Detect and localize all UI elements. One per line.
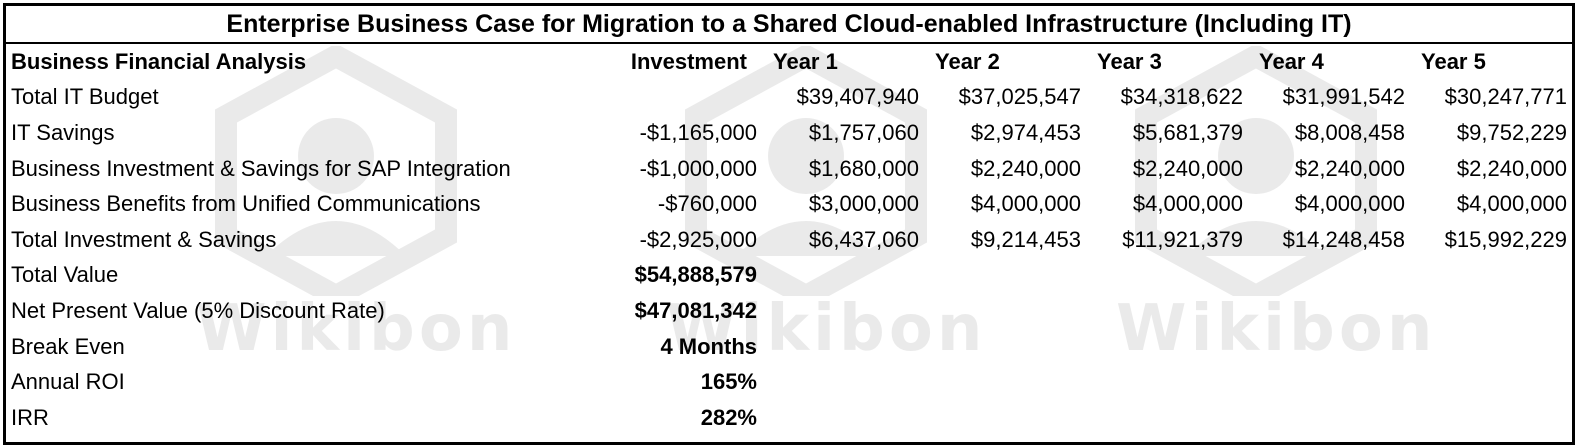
summary-label: Annual ROI — [11, 369, 125, 395]
row-label: Business Benefits from Unified Communica… — [11, 191, 481, 217]
year-cell: $5,681,379 — [1132, 119, 1243, 145]
year-cell: $4,000,000 — [970, 191, 1081, 217]
summary-label: IRR — [11, 404, 49, 430]
header-year-5: Year 5 — [1421, 48, 1486, 74]
year-cell: $2,240,000 — [1294, 155, 1405, 181]
header-year-1: Year 1 — [773, 48, 838, 74]
year-cell: $37,025,547 — [958, 84, 1081, 110]
summary-label: Net Present Value (5% Discount Rate) — [11, 297, 385, 323]
year-cell: $2,240,000 — [1456, 155, 1567, 181]
summary-row: Annual ROI 165% — [9, 364, 1569, 400]
year-cell: $39,407,940 — [796, 84, 919, 110]
year-cell: $15,992,229 — [1444, 226, 1567, 252]
year-cell: $9,752,229 — [1456, 119, 1567, 145]
year-cell: $3,000,000 — [808, 191, 919, 217]
year-cell: $2,240,000 — [970, 155, 1081, 181]
row-label: IT Savings — [11, 119, 115, 145]
summary-row: Net Present Value (5% Discount Rate) $47… — [9, 293, 1569, 329]
table-row: IT Savings -$1,165,000 $1,757,060 $2,974… — [9, 115, 1569, 151]
table-title: Enterprise Business Case for Migration t… — [6, 6, 1572, 44]
row-label: Total Investment & Savings — [11, 226, 277, 252]
year-cell: $9,214,453 — [970, 226, 1081, 252]
year-cell: $6,437,060 — [808, 226, 919, 252]
summary-value: $47,081,342 — [634, 297, 757, 323]
year-cell: $2,240,000 — [1132, 155, 1243, 181]
investment-cell — [607, 80, 759, 116]
row-label: Business Investment & Savings for SAP In… — [11, 155, 511, 181]
header-business-financial-analysis: Business Financial Analysis — [11, 48, 307, 74]
business-case-table-frame: Wikibon Wikibon Wikibon Enterprise Busin… — [3, 3, 1575, 445]
year-cell: $2,974,453 — [970, 119, 1081, 145]
summary-row: IRR 282% — [9, 400, 1569, 436]
year-cell: $31,991,542 — [1282, 84, 1405, 110]
table-row: Total IT Budget $39,407,940 $37,025,547 … — [9, 80, 1569, 116]
summary-value: 4 Months — [660, 333, 757, 359]
header-year-2: Year 2 — [935, 48, 1000, 74]
summary-label: Total Value — [11, 262, 119, 288]
table-row: Total Investment & Savings -$2,925,000 $… — [9, 222, 1569, 258]
year-cell: $11,921,379 — [1122, 226, 1243, 252]
row-label: Total IT Budget — [11, 84, 159, 110]
header-row: Business Financial Analysis Investment Y… — [9, 44, 1569, 80]
year-cell: $4,000,000 — [1132, 191, 1243, 217]
year-cell: $8,008,458 — [1294, 119, 1405, 145]
summary-row: Total Value $54,888,579 — [9, 258, 1569, 294]
summary-value: 282% — [700, 404, 757, 430]
year-cell: $4,000,000 — [1294, 191, 1405, 217]
header-investment: Investment — [630, 48, 747, 74]
summary-label: Break Even — [11, 333, 125, 359]
investment-cell: -$1,000,000 — [639, 155, 757, 181]
year-cell: $30,247,771 — [1444, 84, 1567, 110]
year-cell: $1,680,000 — [808, 155, 919, 181]
financial-analysis-table: Business Financial Analysis Investment Y… — [9, 44, 1569, 436]
year-cell: $14,248,458 — [1282, 226, 1405, 252]
table-row: Business Benefits from Unified Communica… — [9, 186, 1569, 222]
investment-cell: -$760,000 — [657, 191, 757, 217]
table-row: Business Investment & Savings for SAP In… — [9, 151, 1569, 187]
header-year-3: Year 3 — [1097, 48, 1162, 74]
year-cell: $34,318,622 — [1120, 84, 1243, 110]
year-cell: $1,757,060 — [808, 119, 919, 145]
year-cell: $4,000,000 — [1456, 191, 1567, 217]
investment-cell: -$2,925,000 — [639, 226, 757, 252]
investment-cell: -$1,165,000 — [639, 119, 757, 145]
summary-value: $54,888,579 — [634, 262, 757, 288]
header-year-4: Year 4 — [1259, 48, 1324, 74]
summary-value: 165% — [700, 369, 757, 395]
summary-row: Break Even 4 Months — [9, 329, 1569, 365]
